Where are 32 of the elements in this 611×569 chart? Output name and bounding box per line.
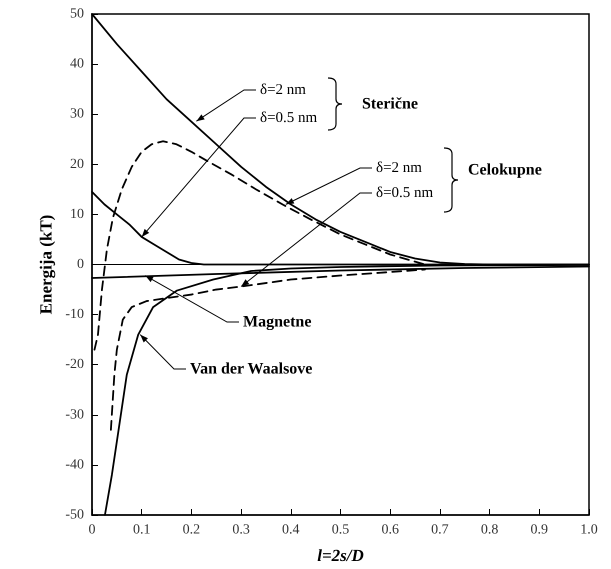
x-tick-label: 0.1: [132, 522, 150, 538]
y-tick-label: -20: [65, 357, 84, 372]
x-tick-label: 0.4: [282, 522, 300, 538]
x-tick-label: 0.8: [480, 522, 498, 538]
annotation: δ=2 nm: [260, 82, 306, 98]
annotation: δ=0.5 nm: [260, 110, 318, 126]
x-tick-label: 0.6: [381, 522, 399, 538]
x-axis-title: l=2s/D: [317, 546, 364, 565]
y-tick-label: 40: [70, 56, 84, 72]
y-tick-label: -50: [65, 508, 84, 522]
annotation: δ=0.5 nm: [376, 185, 434, 201]
x-tick-label: 0.3: [232, 522, 250, 538]
annotation: δ=2 nm: [376, 160, 422, 176]
y-tick-label: 10: [70, 206, 84, 222]
x-tick-label: 1.0: [580, 522, 598, 538]
y-tick-label: -10: [65, 307, 84, 322]
x-tick-label: 0.7: [431, 522, 449, 538]
x-tick-label: 0.9: [530, 522, 548, 538]
y-tick-label: -30: [65, 407, 84, 422]
y-tick-label: 30: [70, 106, 84, 122]
y-tick-label: -40: [65, 457, 84, 472]
y-axis-title: Energija (kT): [36, 214, 56, 314]
y-tick-label: 0: [77, 257, 84, 272]
x-tick-label: 0: [88, 522, 96, 538]
annotation: Van der Waalsove: [190, 360, 312, 378]
annotation: Sterične: [362, 96, 418, 112]
annotation: Celokupne: [468, 162, 542, 178]
x-tick-label: 0.5: [332, 522, 350, 538]
y-tick-label: 20: [70, 156, 84, 172]
annotation: Magnetne: [243, 314, 312, 330]
x-tick-label: 0.2: [182, 522, 200, 538]
y-tick-label: 50: [70, 6, 84, 22]
